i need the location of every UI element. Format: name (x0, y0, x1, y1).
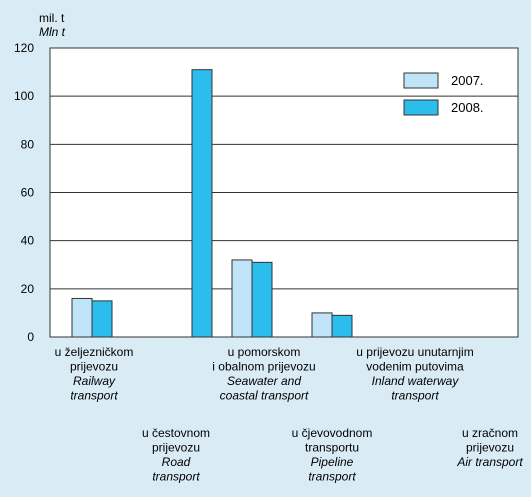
gridlines (50, 95, 518, 290)
legend-label: 2007. (451, 73, 484, 88)
y-axis-unit-label-en: Mln t (39, 25, 66, 39)
y-tick-label: 0 (27, 330, 34, 344)
category-label: transportu (305, 441, 359, 455)
category-label-en: transport (308, 470, 356, 484)
category-label: u prijevozu unutarnjim (356, 345, 473, 359)
legend-swatch (403, 72, 439, 89)
y-tick-label: 60 (21, 186, 35, 200)
y-axis-ticks: 0 20 40 60 80 100 120 (14, 41, 34, 344)
category-label: i obalnom prijevozu (212, 360, 315, 374)
category-label: prijevozu (152, 441, 200, 455)
category-label: u pomorskom (228, 345, 301, 359)
legend-swatch (403, 99, 439, 116)
category-label-en: coastal transport (220, 389, 309, 403)
category-label: prijevozu (466, 441, 514, 455)
category-label-en: transport (391, 389, 439, 403)
y-tick-label: 20 (21, 282, 35, 296)
category-labels: u željezničkomprijevozuRailwaytransportu… (55, 345, 524, 484)
bars (71, 69, 353, 338)
category-label: vodenim putovima (366, 360, 464, 374)
category-label: u čjevovodnom (292, 426, 373, 440)
y-tick-label: 80 (21, 137, 35, 151)
bar (71, 297, 93, 338)
category-label-en: transport (70, 389, 118, 403)
category-label: u čestovnom (142, 426, 210, 440)
category-label-en: Seawater and (227, 374, 301, 388)
bar (91, 300, 113, 338)
bar (191, 69, 213, 338)
category-label-en: Railway (73, 374, 116, 388)
legend-label: 2008. (451, 100, 484, 115)
y-tick-label: 40 (21, 234, 35, 248)
bar (311, 312, 333, 338)
category-label: u zračnom (462, 426, 518, 440)
category-label: prijevozu (70, 360, 118, 374)
category-label-en: Inland waterway (372, 374, 460, 388)
bar (231, 259, 253, 338)
category-label-en: Pipeline (311, 455, 354, 469)
category-label-en: Air transport (456, 455, 523, 469)
bar (331, 314, 353, 338)
category-label-en: Road (162, 455, 191, 469)
category-label: u željezničkom (55, 345, 134, 359)
bar (251, 261, 273, 338)
y-tick-label: 120 (14, 41, 34, 55)
category-label-en: transport (152, 470, 200, 484)
y-axis-unit-label: mil. t (39, 11, 65, 25)
legend: 2007. 2008. (403, 72, 484, 116)
y-tick-label: 100 (14, 89, 34, 103)
